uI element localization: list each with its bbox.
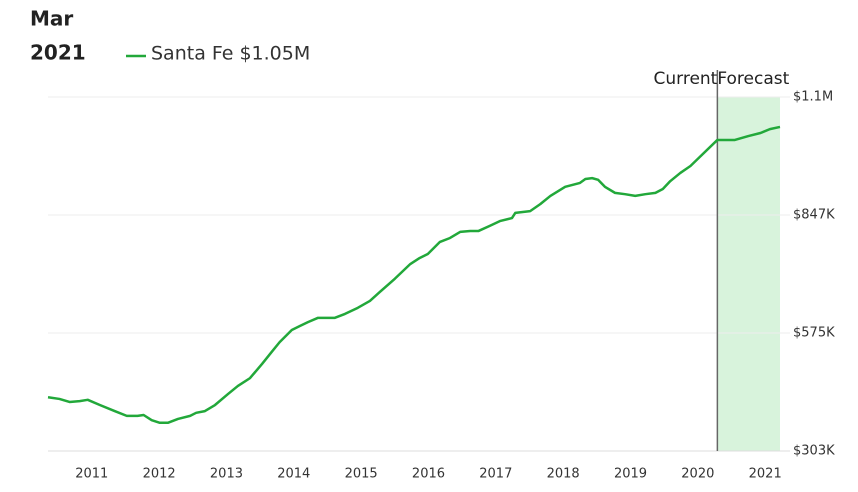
x-tick-label: 2018 (547, 467, 580, 482)
x-tick-label: 2021 (749, 467, 782, 482)
price-line (47, 125, 781, 425)
y-tick-label: $847K (793, 208, 835, 223)
x-tick-label: 2014 (277, 467, 310, 482)
current-label: Current (654, 69, 718, 89)
legend-value: $1.05M (239, 43, 310, 65)
y-tick-label: $1.1M (793, 90, 833, 105)
x-tick-label: 2011 (75, 467, 108, 482)
y-tick-label: $303K (793, 444, 835, 459)
x-tick-label: 2012 (143, 467, 176, 482)
forecast-region (717, 97, 780, 451)
header-year: 2021 (30, 41, 86, 65)
y-tick-label: $575K (793, 326, 835, 341)
x-tick-label: 2015 (345, 467, 378, 482)
header-month: Mar (30, 7, 73, 31)
x-tick-label: 2013 (210, 467, 243, 482)
legend-label: Santa Fe (151, 43, 233, 65)
x-tick-label: 2016 (412, 467, 445, 482)
forecast-label: Forecast (717, 69, 789, 89)
legend: Santa Fe $1.05M (126, 43, 310, 65)
x-tick-label: 2017 (479, 467, 512, 482)
x-tick-label: 2019 (614, 467, 647, 482)
x-tick-label: 2020 (681, 467, 714, 482)
